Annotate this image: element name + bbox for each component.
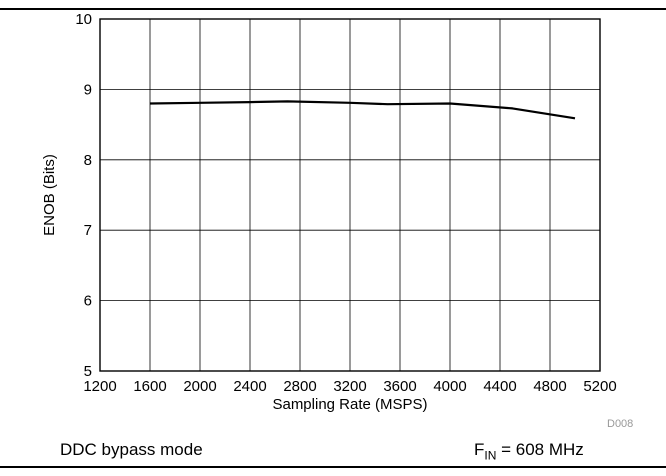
enob-chart: 1200 1600 2000 2400 2800 3200 3600 4000 4400 4800… xyxy=(41,11,617,413)
grid xyxy=(100,19,600,371)
top-rule xyxy=(0,8,666,10)
x-tick-label: 5200 xyxy=(583,378,616,395)
figure-code: D008 xyxy=(607,418,634,430)
x-tick-label: 4800 xyxy=(533,378,566,395)
x-tick-label: 1600 xyxy=(133,378,166,395)
y-tick-label: 8 xyxy=(84,152,92,169)
x-tick-label: 3200 xyxy=(333,378,366,395)
x-tick-label: 2400 xyxy=(233,378,266,395)
caption-mode: DDC bypass mode xyxy=(60,440,203,459)
series-group xyxy=(149,100,576,120)
x-tick-label: 4000 xyxy=(433,378,466,395)
x-tick-label: 1200 xyxy=(83,378,116,395)
x-tick-label: 2000 xyxy=(183,378,216,395)
caption-freq-subscript: IN xyxy=(484,448,497,463)
x-tick-labels: 1200 1600 2000 2400 2800 3200 3600 4000 4400 4800… xyxy=(83,378,616,395)
bottom-rule xyxy=(0,466,666,468)
y-tick-label: 10 xyxy=(75,11,92,28)
caption-freq-value: = 608 MHz xyxy=(496,440,584,459)
enob-series-line xyxy=(149,100,576,120)
x-tick-label: 2800 xyxy=(283,378,316,395)
x-axis-label: Sampling Rate (MSPS) xyxy=(272,396,427,413)
y-tick-label: 9 xyxy=(84,81,92,98)
caption-input-frequency: FIN = 608 MHz xyxy=(474,440,584,465)
x-tick-label: 3600 xyxy=(383,378,416,395)
x-tick-label: 4400 xyxy=(483,378,516,395)
y-axis-label: ENOB (Bits) xyxy=(41,154,58,236)
caption-freq-prefix: F xyxy=(474,440,485,459)
y-tick-label: 7 xyxy=(84,222,92,239)
y-tick-labels: 5 6 7 8 9 10 xyxy=(75,11,92,380)
y-tick-label: 5 xyxy=(84,363,92,380)
y-tick-label: 6 xyxy=(84,293,92,310)
